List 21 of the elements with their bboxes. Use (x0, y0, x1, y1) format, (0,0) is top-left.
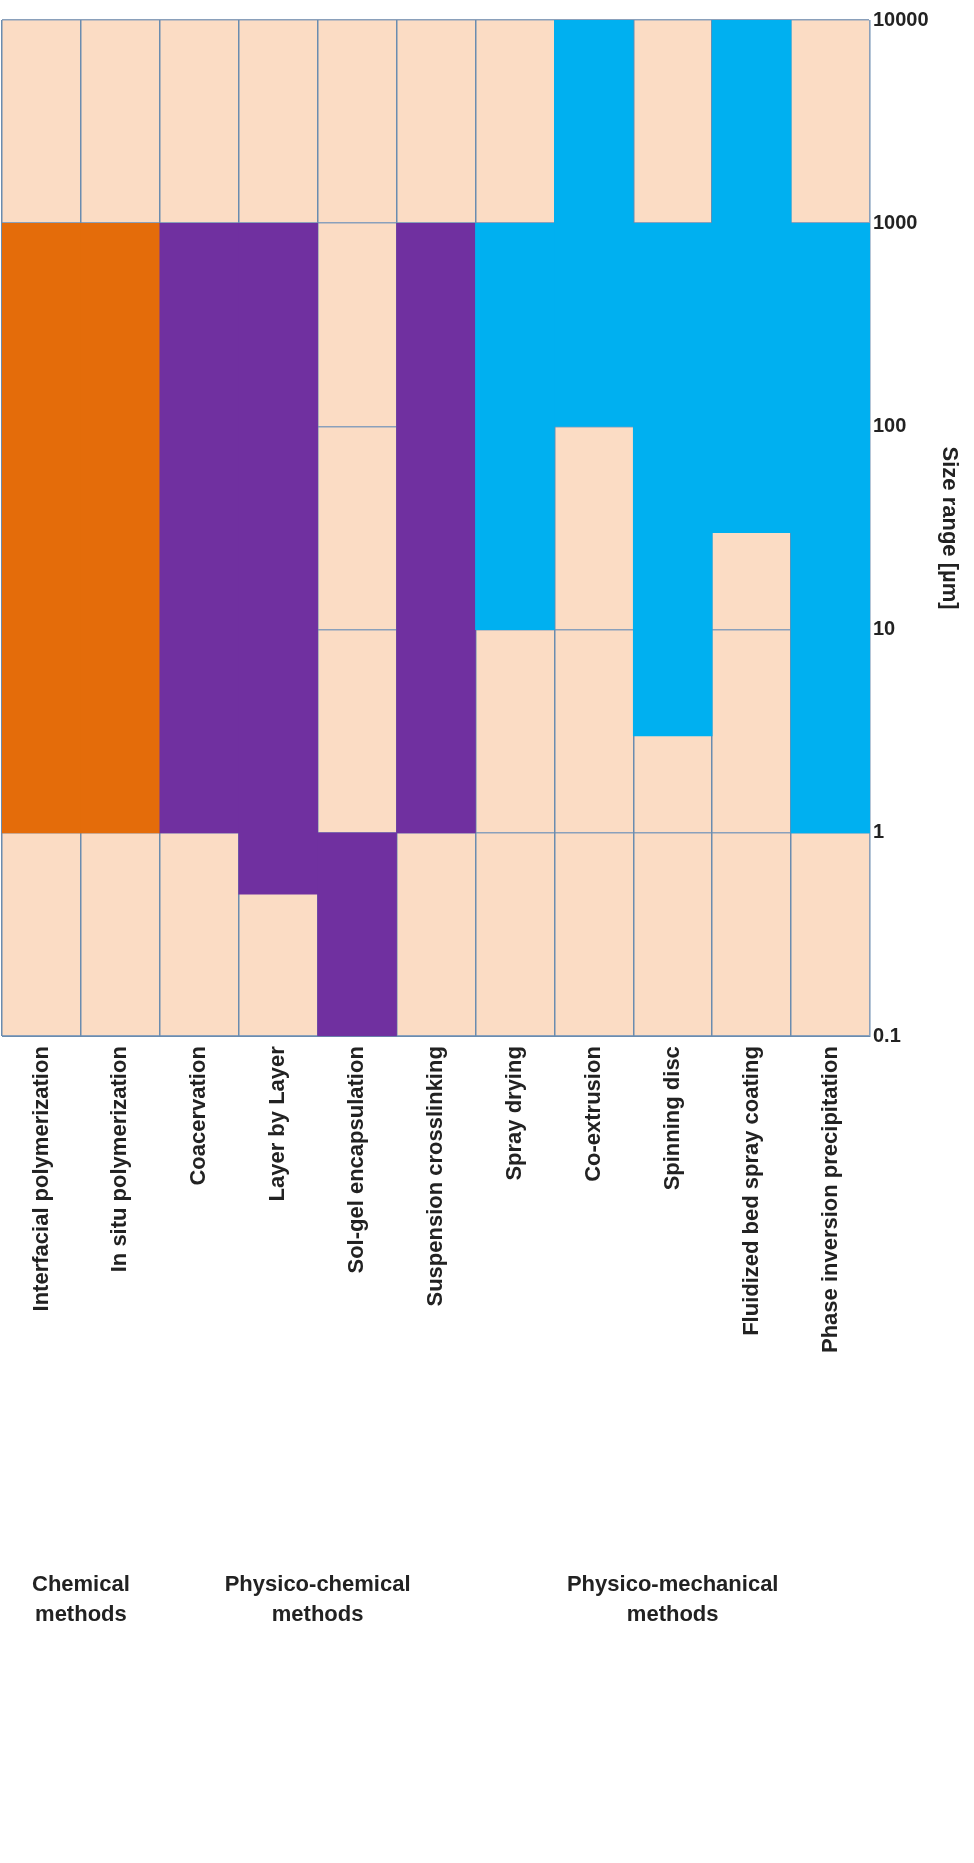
x-tick-label: Suspension crosslinking (422, 1046, 448, 1307)
y-tick-label: 0.1 (872, 1023, 901, 1046)
text: Physico-mechanical methods (566, 1571, 779, 1627)
y-tick-label: 1000 (872, 210, 918, 233)
x-tick-label: Sol-gel encapsulation (343, 1046, 369, 1274)
y-tick-label: 100 (872, 413, 907, 436)
x-tick-label: Spinning disc (658, 1046, 684, 1191)
x-tick-label: Fluidized bed spray coating (737, 1046, 763, 1336)
text: Chemical methods (31, 1571, 130, 1627)
x-tick-label: Layer by Layer (264, 1045, 290, 1202)
x-tick-label: Co-extrusion (579, 1046, 605, 1182)
x-tick-label: Interfacial polymerization (27, 1046, 53, 1312)
y-tick-label: 10000 (872, 7, 929, 30)
text: Physico-chemical methods (224, 1571, 411, 1627)
x-tick-label: In situ polymerization (106, 1046, 132, 1273)
x-tick-label: Coacervation (185, 1046, 211, 1186)
x-tick-label: Phase inversion precipitation (816, 1046, 842, 1354)
y-tick-label: 1 (872, 820, 885, 843)
x-tick-label: Spray drying (500, 1046, 526, 1181)
y-axis-title: Size range [µm] (937, 446, 963, 610)
y-tick-label: 10 (872, 617, 896, 640)
